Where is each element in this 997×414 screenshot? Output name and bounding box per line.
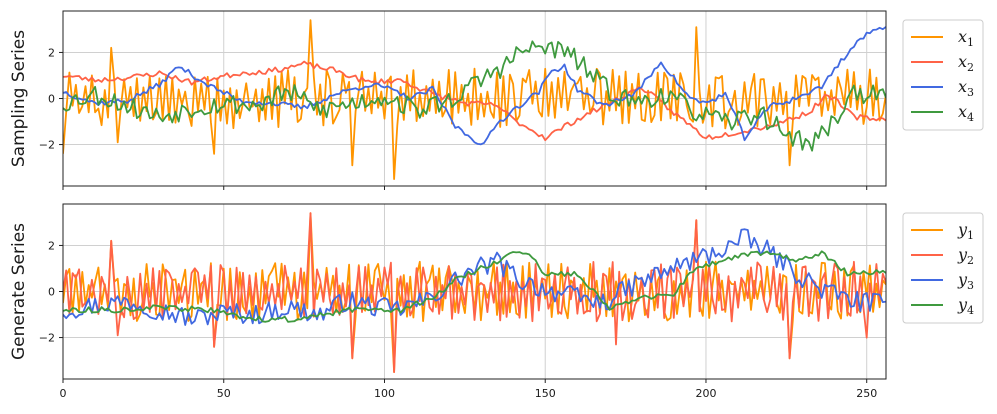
x-tick-label: 50 (217, 387, 231, 400)
legend-label-var: y (957, 270, 968, 289)
legend-label-subscript: 3 (967, 86, 974, 99)
y-axis-label: Generate Series (9, 223, 29, 360)
x-tick-label: 250 (856, 387, 877, 400)
legend-label-subscript: 3 (967, 279, 974, 292)
series-group (63, 212, 886, 373)
series-group (63, 19, 886, 180)
legend-label: x2 (958, 52, 974, 74)
series-line-y3 (63, 228, 886, 326)
legend-label-var: x (958, 52, 967, 71)
x-tick-label: 200 (695, 387, 716, 400)
series-line-y4 (63, 250, 886, 323)
legend-label-subscript: 2 (967, 254, 974, 267)
y-tick-label: 2 (48, 46, 55, 59)
legend-label-var: y (957, 295, 968, 314)
legend-label-var: y (957, 220, 968, 239)
series-line-x4 (63, 40, 886, 152)
legend-label: y4 (957, 295, 974, 317)
x-tick-label: 100 (374, 387, 395, 400)
legend-label: x3 (958, 77, 974, 99)
legend-label-subscript: 1 (967, 229, 974, 242)
legend-box (902, 212, 984, 324)
legend-label-subscript: 4 (967, 111, 974, 124)
y-tick-label: 2 (48, 239, 55, 252)
legend-label-var: x (958, 27, 967, 46)
legend-label: y2 (957, 245, 974, 267)
legend-label-subscript: 1 (967, 36, 974, 49)
y-tick-label: 0 (48, 93, 55, 106)
legend-label-var: x (958, 102, 967, 121)
y-axis-label: Sampling Series (9, 30, 29, 167)
legend-label-subscript: 2 (967, 61, 974, 74)
series-line-x3 (63, 26, 886, 146)
y-tick-label: −2 (39, 139, 55, 152)
legend-label: y1 (957, 220, 974, 242)
legend-box (902, 19, 984, 131)
legend-label-var: y (957, 245, 968, 264)
legend-label-var: x (958, 77, 967, 96)
y-tick-label: −2 (39, 332, 55, 345)
legend-label: x4 (958, 102, 974, 124)
y-tick-label: 0 (48, 286, 55, 299)
legend-label: x1 (958, 27, 974, 49)
x-tick-label: 0 (60, 387, 67, 400)
series-line-x1 (63, 19, 886, 180)
x-tick-label: 150 (535, 387, 556, 400)
series-line-y2 (63, 212, 886, 373)
legend-label-subscript: 4 (967, 304, 974, 317)
legend-label: y3 (957, 270, 974, 292)
